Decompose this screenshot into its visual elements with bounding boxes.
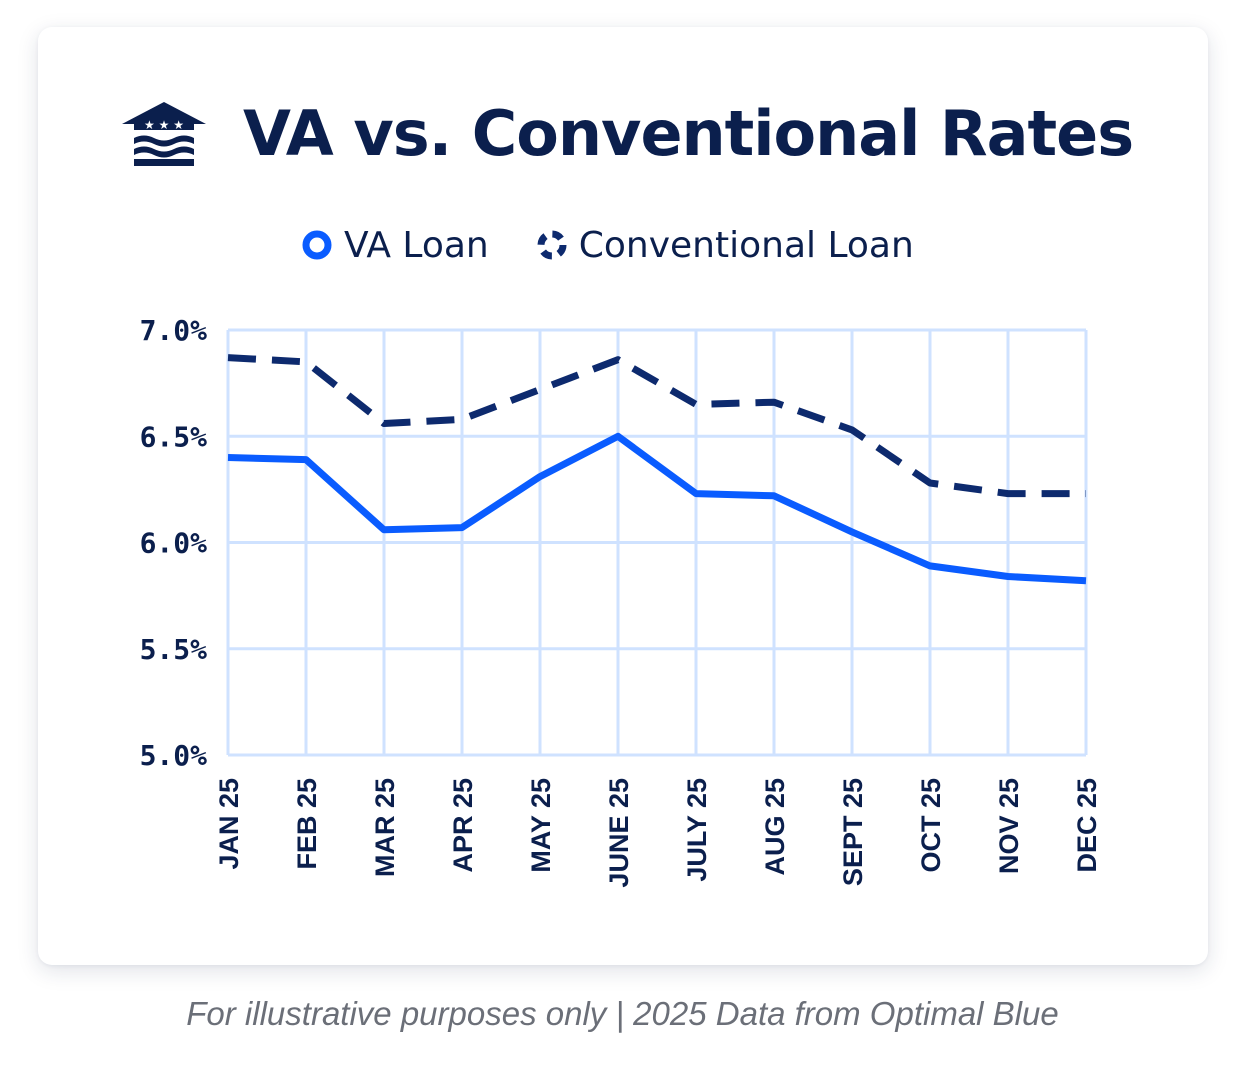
x-tick-label: JUNE 25 [604,778,634,888]
y-axis-ticks: 7.0% 6.5% 6.0% 5.5% 5.0% [140,314,208,772]
legend-label-conventional: Conventional Loan [578,224,914,266]
y-tick-label: 6.5% [140,420,208,453]
x-tick-label: MAY 25 [526,778,556,873]
x-axis-ticks: JAN 25 FEB 25 MAR 25 APR 25 MAY 25 JUNE 25 JUL… [214,778,1102,888]
svg-text:★ ★ ★: ★ ★ ★ [144,118,184,132]
series-line-conventional-loan [227,354,1086,498]
x-tick-label: JULY 25 [682,778,712,882]
chart-title: VA vs. Conventional Rates [243,97,1134,170]
x-tick-label: OCT 25 [916,778,946,873]
legend-item-conventional: Conventional Loan [535,225,914,266]
legend: VA Loan Conventional Loan [300,222,914,268]
grid [226,328,1088,757]
y-tick-label: 7.0% [140,314,208,347]
dashed-ring-icon [537,230,567,260]
series [227,354,1087,585]
x-tick-label: FEB 25 [292,778,322,870]
y-tick-label: 5.0% [140,739,208,772]
x-tick-label: SEPT 25 [838,778,868,886]
x-tick-label: NOV 25 [994,778,1024,874]
x-tick-label: MAR 25 [370,778,400,877]
legend-label-va: VA Loan [344,224,489,266]
footnote: For illustrative purposes only | 2025 Da… [186,995,1059,1032]
house-flag-logo-icon: ★ ★ ★ [122,102,206,166]
x-tick-label: JAN 25 [214,778,244,870]
y-tick-label: 5.5% [140,633,208,666]
header: ★ ★ ★ VA vs. Conventional Rates [0,94,1245,174]
solid-ring-icon [302,230,332,260]
x-tick-label: AUG 25 [760,778,790,876]
series-line-va-loan [227,432,1087,585]
x-tick-label: APR 25 [448,778,478,873]
x-tick-label: DEC 25 [1072,778,1102,873]
legend-item-va: VA Loan [300,225,489,266]
y-tick-label: 6.0% [140,527,208,560]
